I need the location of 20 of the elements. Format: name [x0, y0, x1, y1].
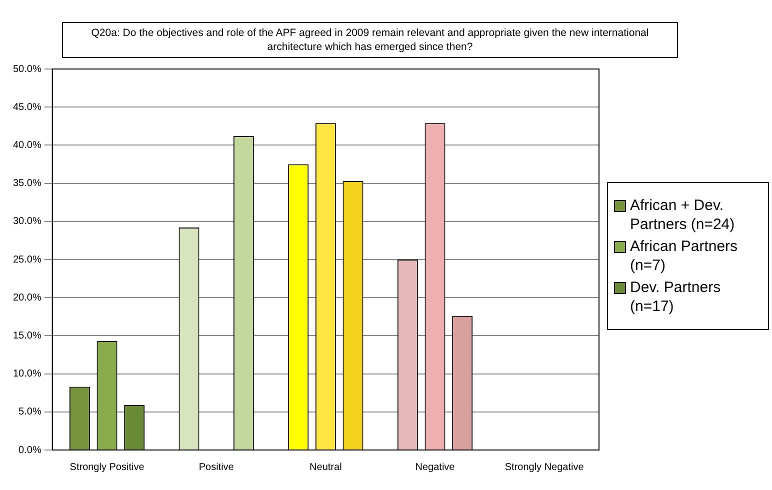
x-tick-label: Strongly Negative — [504, 462, 584, 473]
y-tick-label: 5.0% — [18, 406, 42, 418]
y-tick-label: 40.0% — [12, 140, 42, 151]
y-tick-label: 15.0% — [12, 330, 42, 342]
y-tick-label: 35.0% — [12, 178, 42, 190]
legend-label: Dev. Partners (n=17) — [630, 278, 722, 316]
y-tick-label: 20.0% — [12, 292, 42, 304]
y-tick-label: 45.0% — [12, 102, 42, 113]
x-tick-label: Neutral — [310, 462, 342, 473]
y-tick-label: 10.0% — [12, 368, 42, 380]
legend-label: African + Dev. Partners (n=24) — [630, 196, 736, 234]
x-tick-label: Positive — [198, 462, 234, 473]
y-tick-label: 50.0% — [12, 64, 42, 75]
x-tick-label: Negative — [415, 462, 456, 473]
y-tick-label: 25.0% — [12, 254, 42, 266]
y-tick-label: 30.0% — [12, 216, 42, 228]
y-tick-label: 0.0% — [18, 444, 42, 456]
chart-title: Q20a: Do the objectives and role of the APF agreed in 2009 remain relevant and appropriate given the new international architecture which has emerged since then? — [62, 22, 678, 58]
x-tick-label: Strongly Positive — [70, 462, 145, 473]
legend-label: African Partners (n=7) — [630, 237, 739, 275]
